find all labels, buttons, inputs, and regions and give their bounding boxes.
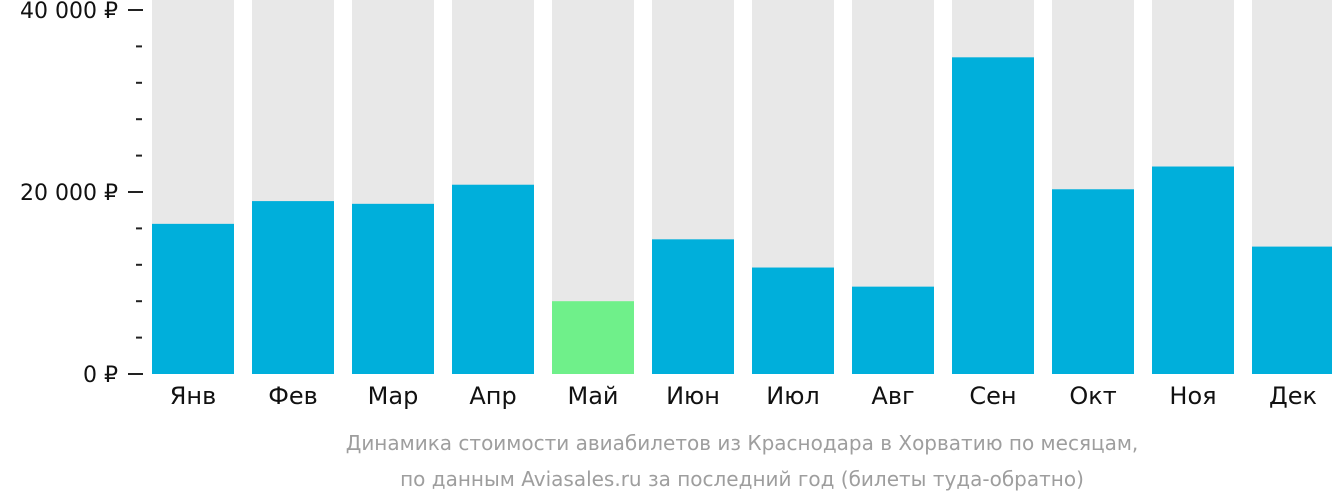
bar: [852, 286, 934, 374]
y-tick-label: 40 000 ₽: [20, 0, 118, 24]
x-tick-label: Янв: [170, 382, 217, 410]
x-tick-label: Окт: [1069, 382, 1116, 410]
bar: [652, 239, 734, 374]
bar: [752, 267, 834, 374]
chart-caption-line-2: по данным Aviasales.ru за последний год …: [400, 467, 1084, 491]
x-tick-label: Июн: [666, 382, 720, 410]
chart-caption-line-1: Динамика стоимости авиабилетов из Красно…: [345, 431, 1139, 455]
x-tick-label: Апр: [469, 382, 516, 410]
bar: [952, 57, 1034, 374]
x-tick-label: Ноя: [1169, 382, 1216, 410]
bar: [1152, 166, 1234, 374]
y-tick-label: 0 ₽: [83, 363, 118, 388]
bar: [552, 301, 634, 374]
x-tick-label: Май: [567, 382, 618, 410]
bar: [352, 203, 434, 374]
x-tick-label: Дек: [1269, 382, 1317, 410]
x-tick-label: Фев: [268, 382, 318, 410]
bar: [1052, 189, 1134, 374]
x-tick-label: Авг: [871, 382, 914, 410]
x-tick-label: Мар: [368, 382, 419, 410]
bar: [452, 184, 534, 374]
bar: [1252, 246, 1332, 374]
bar: [252, 201, 334, 374]
x-tick-label: Июл: [766, 382, 820, 410]
x-tick-label: Сен: [969, 382, 1016, 410]
y-tick-label: 20 000 ₽: [20, 181, 118, 206]
bar-chart: Янв Фев Мар Апр Май Июн Июл Авг Сен Окт Ноя Дек 40 0…: [20, 0, 1332, 410]
bar: [152, 223, 234, 374]
